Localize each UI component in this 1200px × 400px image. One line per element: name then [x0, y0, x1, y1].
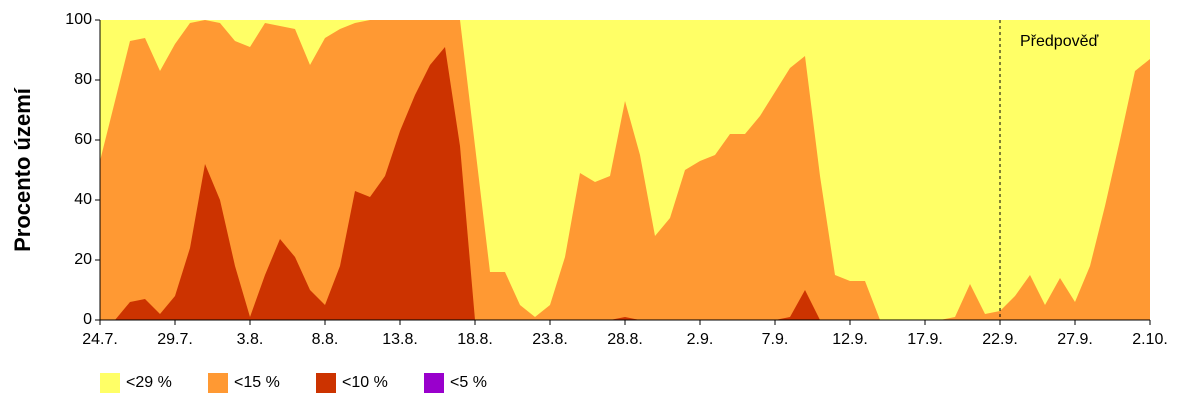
legend-label: <5 %	[450, 374, 487, 391]
y-tick-label: 40	[74, 191, 92, 208]
area	[100, 47, 1150, 320]
x-tick-label: 24.7.	[82, 331, 118, 348]
x-tick-label: 23.8.	[532, 331, 568, 348]
forecast-label: Předpověď	[1020, 33, 1098, 50]
x-tick-label: 18.8.	[457, 331, 493, 348]
y-tick-label: 0	[83, 311, 92, 328]
x-tick-label: 28.8.	[607, 331, 643, 348]
x-tick-label: 13.8.	[382, 331, 418, 348]
x-tick-label: 27.9.	[1057, 331, 1093, 348]
legend-label: <10 %	[342, 374, 388, 391]
legend-label: <29 %	[126, 374, 172, 391]
x-tick-label: 2.10.	[1132, 331, 1168, 348]
x-tick-label: 22.9.	[982, 331, 1018, 348]
x-tick-label: 7.9.	[762, 331, 789, 348]
x-tick-label: 17.9.	[907, 331, 943, 348]
x-tick-label: 3.8.	[237, 331, 264, 348]
x-tick-label: 2.9.	[687, 331, 714, 348]
y-tick-label: 60	[74, 131, 92, 148]
x-tick-label: 12.9.	[832, 331, 868, 348]
x-tick-label: 29.7.	[157, 331, 193, 348]
legend-swatch	[316, 373, 336, 393]
legend-swatch	[424, 373, 444, 393]
y-tick-label: 100	[65, 11, 92, 28]
x-tick-label: 8.8.	[312, 331, 339, 348]
y-axis-label: Procento území	[10, 87, 35, 252]
legend-swatch	[208, 373, 228, 393]
legend-label: <15 %	[234, 374, 280, 391]
y-tick-label: 80	[74, 71, 92, 88]
y-tick-label: 20	[74, 251, 92, 268]
legend-swatch	[100, 373, 120, 393]
